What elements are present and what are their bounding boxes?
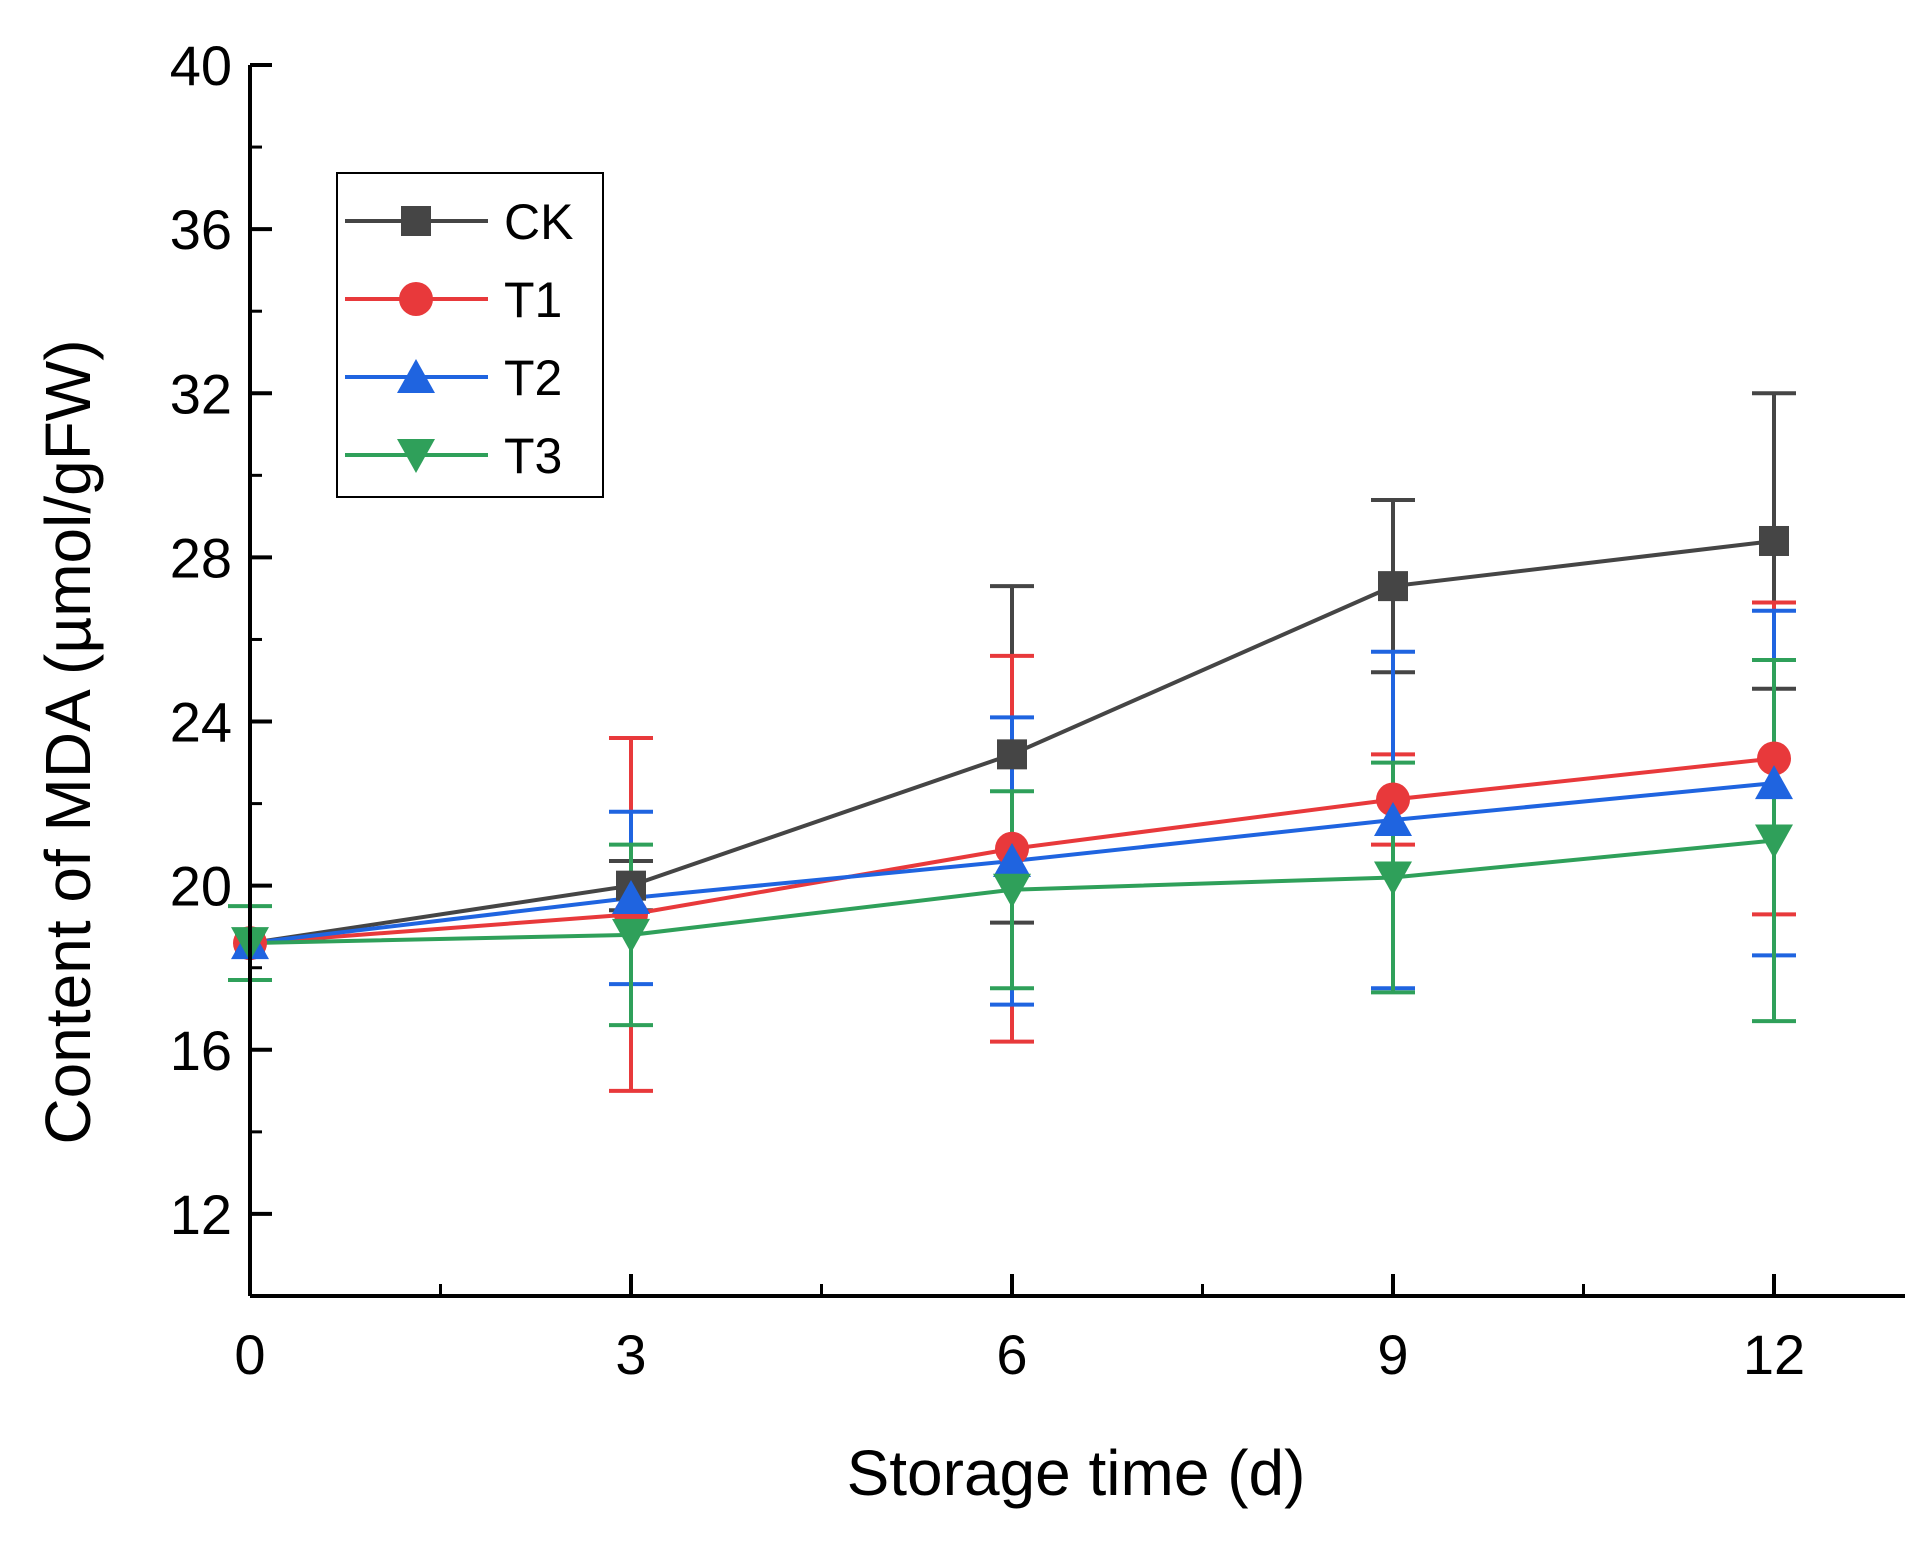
- axes: [248, 63, 1905, 1298]
- legend-t1-label: T1: [504, 272, 562, 328]
- x-tick-label: 9: [1377, 1323, 1408, 1386]
- t1-data-point: [1757, 741, 1791, 776]
- x-axis-title: Storage time (d): [847, 1437, 1306, 1509]
- y-tick-label: 40: [170, 34, 232, 97]
- legend-t1-marker: [399, 282, 433, 316]
- x-tick-label: 12: [1743, 1323, 1805, 1386]
- ck-data-point: [1759, 525, 1789, 556]
- legend-ck-label: CK: [504, 194, 573, 250]
- t3-data-point: [1755, 824, 1793, 859]
- y-tick-label: 12: [170, 1183, 232, 1246]
- legend-t2-marker: [397, 359, 435, 393]
- t2-data-point: [1374, 802, 1412, 837]
- legend-box: [336, 172, 604, 498]
- ck-data-point: [997, 739, 1027, 770]
- t2-data-point: [993, 843, 1031, 878]
- legend-ck-marker: [401, 206, 431, 236]
- legend: CK T1 T2 T3: [336, 172, 604, 498]
- x-tick-label: 3: [615, 1323, 646, 1386]
- x-tick-label: 6: [996, 1323, 1027, 1386]
- y-tick-label: 28: [170, 526, 232, 589]
- t3-data-point: [612, 918, 650, 953]
- y-axis-title: Content of MDA (µmol/gFW): [32, 339, 104, 1144]
- legend-t3-marker: [397, 439, 435, 473]
- t2-data-point: [612, 879, 650, 914]
- t1-data-point: [1376, 782, 1410, 817]
- y-tick-label: 20: [170, 855, 232, 918]
- y-tick-label: 16: [170, 1019, 232, 1082]
- t3-data-point: [993, 873, 1031, 908]
- y-tick-label: 32: [170, 362, 232, 425]
- legend-t3-label: T3: [504, 428, 562, 484]
- t2-data-point: [1755, 765, 1793, 800]
- y-tick-label: 36: [170, 198, 232, 261]
- x-tick-label: 0: [234, 1323, 265, 1386]
- t3-data-point: [1374, 861, 1412, 896]
- y-tick-label: 24: [170, 691, 232, 754]
- legend-t2-label: T2: [504, 350, 562, 406]
- ck-data-point: [1378, 571, 1408, 602]
